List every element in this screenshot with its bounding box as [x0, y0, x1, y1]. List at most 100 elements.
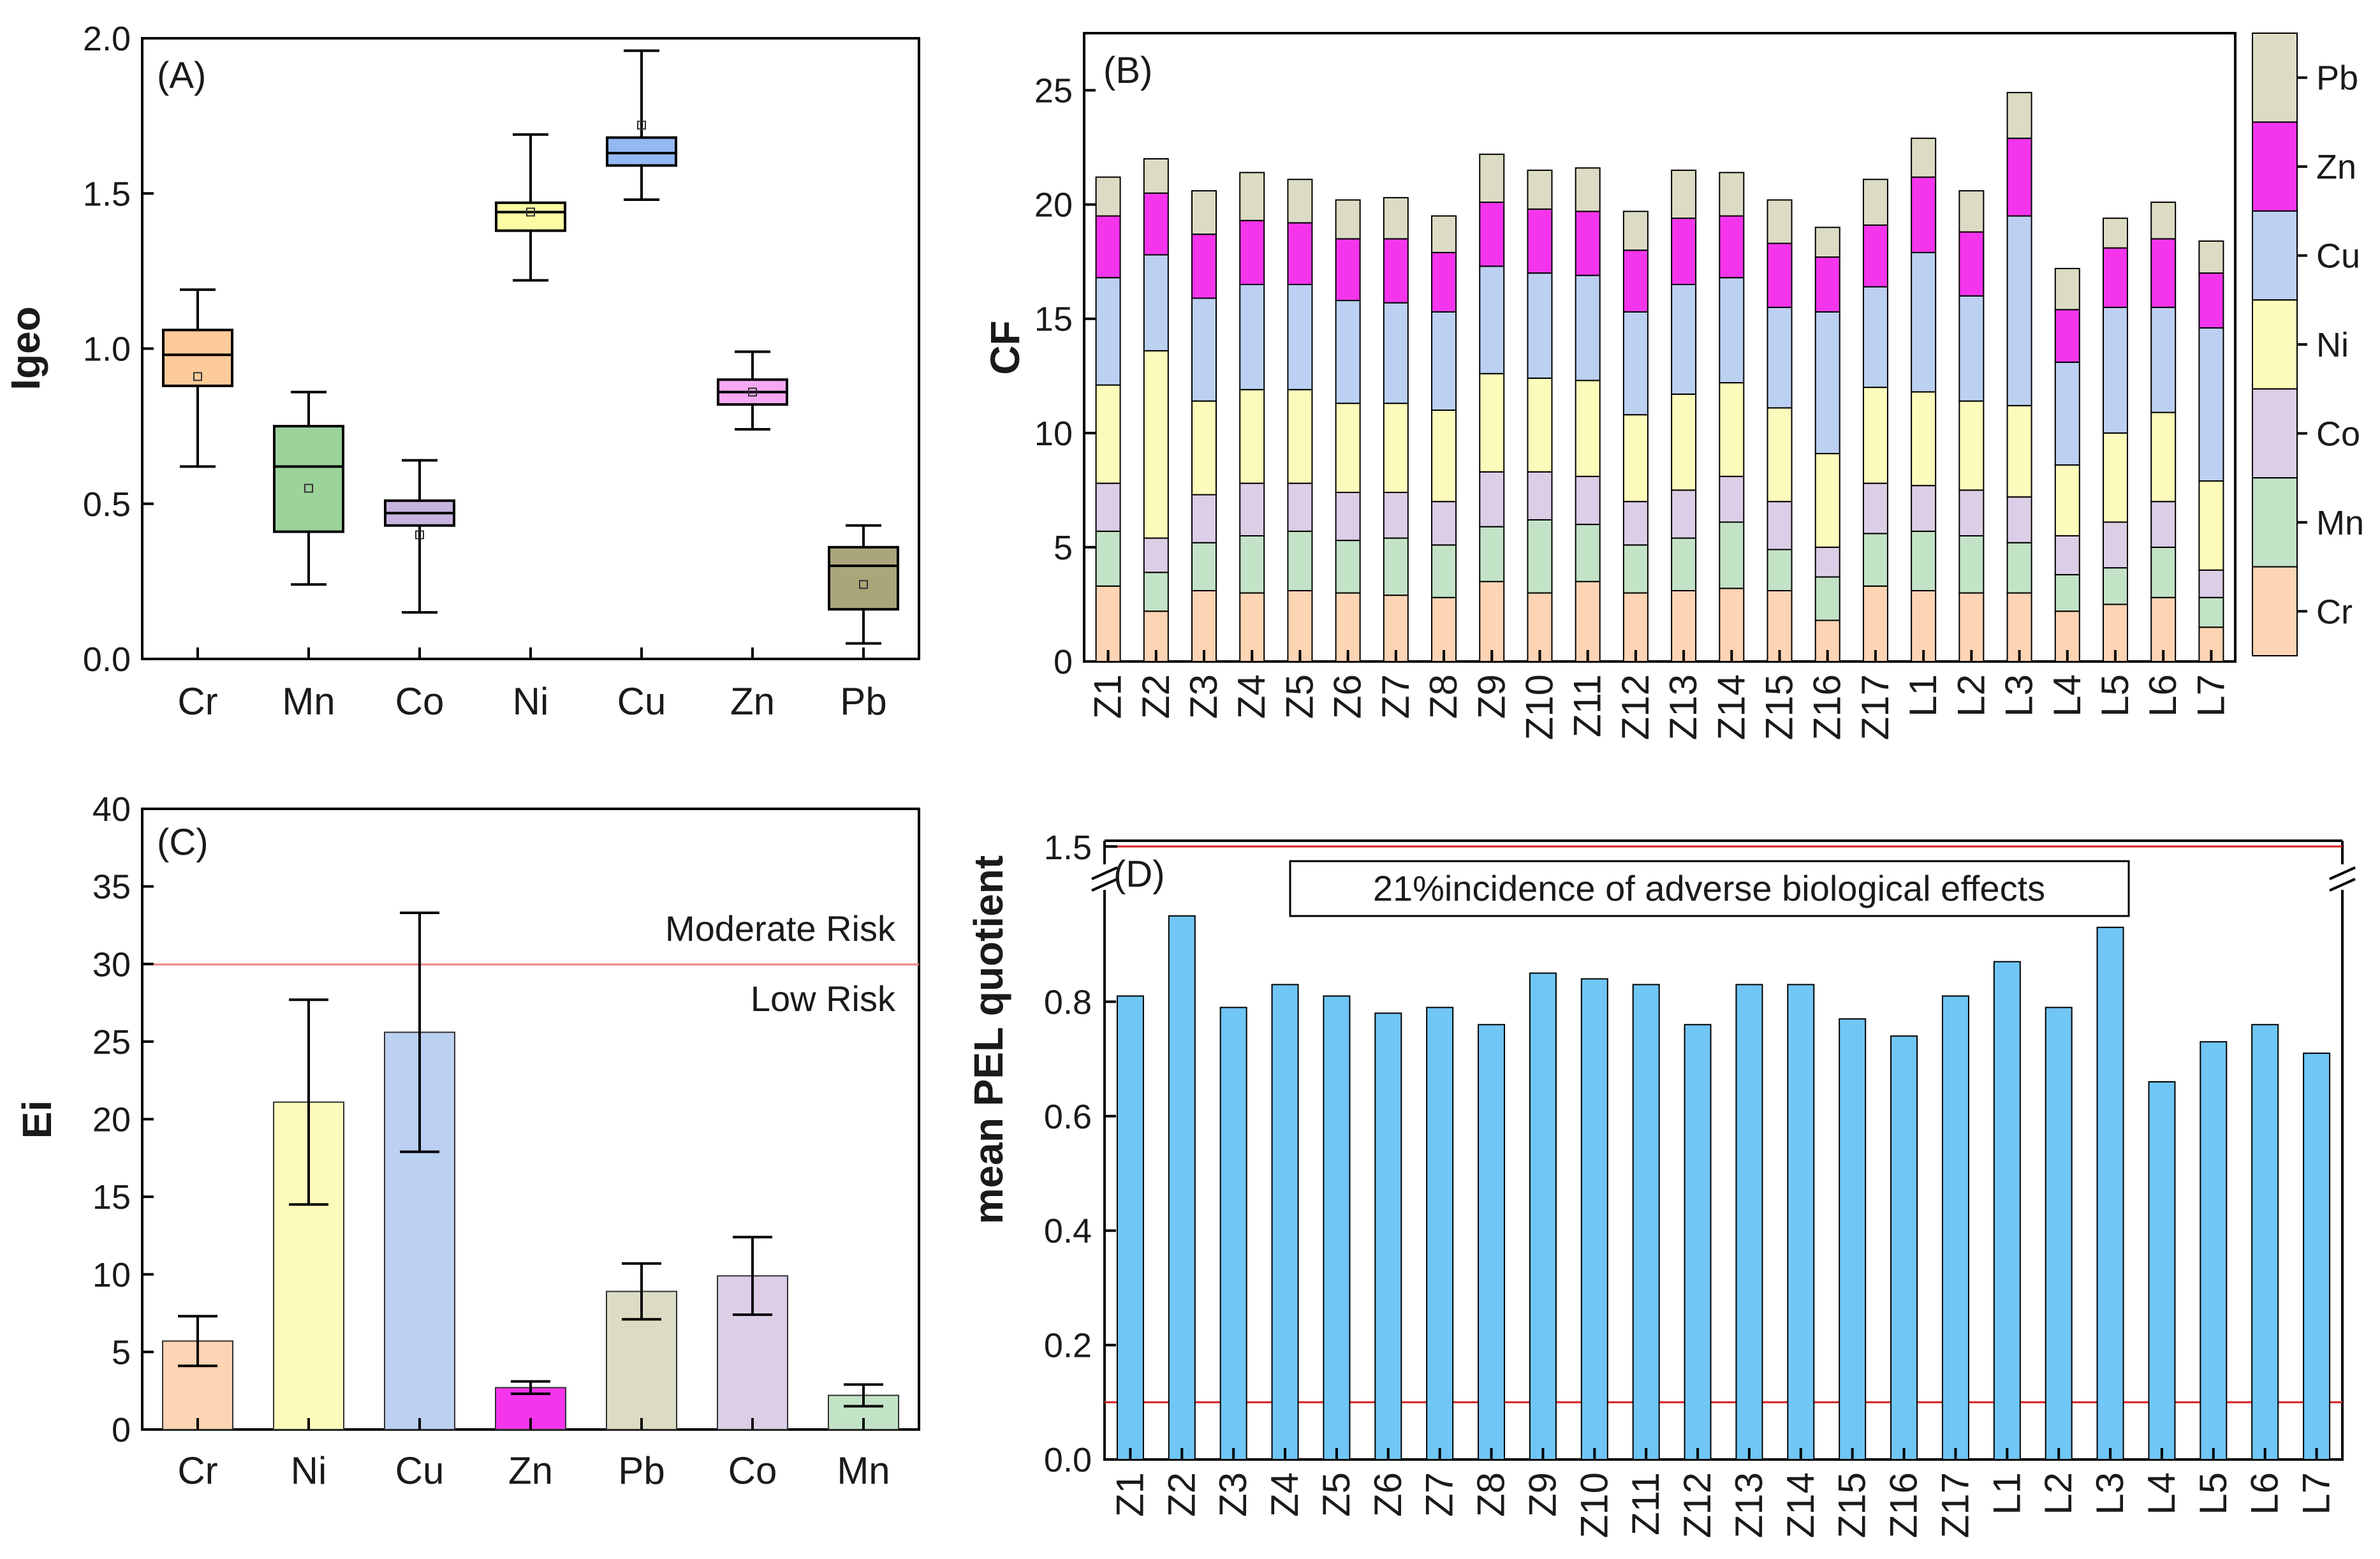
bar-z9-zn: [1479, 202, 1505, 267]
panel-b-xtick-label: Z3: [1182, 674, 1225, 719]
panel-b-xtick-label: L6: [2141, 674, 2184, 717]
bar-z13-zn: [1671, 218, 1697, 285]
legend-swatch-co: [2252, 388, 2298, 479]
bar-z3-pb: [1191, 190, 1217, 235]
bar-l6-zn: [2150, 238, 2177, 308]
panel-b-xtick-label: Z5: [1278, 674, 1321, 719]
panel-a-frame: [141, 37, 920, 660]
panel-a-ylabel: Igeo: [3, 306, 48, 390]
panel-b-label: (B): [1103, 50, 1152, 91]
bar-z8-ni: [1431, 410, 1457, 503]
bar-z2-ni: [1143, 350, 1169, 539]
legend-label-mn: Mn: [2316, 504, 2364, 542]
bar-l1-zn: [1911, 176, 1937, 253]
bar-z15-zn: [1767, 242, 1793, 308]
panel-c-ytick-label: 35: [92, 868, 131, 906]
panel-d-ytick-label: 0.6: [1044, 1098, 1092, 1136]
bar-z14-zn: [1719, 215, 1745, 279]
panel-d-xtick-label: Z2: [1160, 1472, 1203, 1517]
panel-d-xtick-label: Z10: [1573, 1472, 1615, 1538]
panel-d-plot: 0.00.20.40.60.8Z1 Z2 Z3 Z4 Z5 Z6 Z7 Z8 Z9 Z10 Z11 Z…: [1044, 915, 2342, 1538]
panel-b-xtick-label: Z12: [1614, 674, 1657, 740]
panel-d-xtick-label: Z13: [1728, 1472, 1770, 1538]
bar-l3-zn: [2006, 137, 2032, 217]
bar-z7-zn: [1383, 238, 1409, 304]
bar-z15-ni: [1767, 407, 1793, 503]
bar-l6-co: [2150, 501, 2177, 548]
bar-z16-mn: [1814, 576, 1840, 621]
bar-z14-cu: [1719, 277, 1745, 384]
panel-a-ytick-label: 0.0: [83, 640, 131, 679]
panel-b-legend: Pb Zn Cu Ni Co Mn Cr: [2252, 33, 2364, 656]
legend-swatch-mn: [2252, 477, 2298, 568]
bar-z3-cu: [1191, 297, 1217, 402]
bar-z5-zn: [1287, 222, 1313, 286]
panel-b-xtick-label: L5: [2094, 674, 2136, 717]
panel-a-ytick-label: 1.0: [83, 330, 131, 369]
pel-bar-z7: [1426, 1007, 1454, 1460]
legend-label-ni: Ni: [2316, 326, 2349, 364]
legend-label-cr: Cr: [2316, 593, 2353, 631]
pel-bar-z8: [1478, 1024, 1506, 1460]
bar-l4-cu: [2054, 361, 2080, 466]
pel-bar-z6: [1374, 1012, 1402, 1460]
bar-z12-zn: [1622, 249, 1649, 313]
bar-z15-cu: [1767, 306, 1793, 409]
legend-label-cu: Cu: [2316, 237, 2360, 276]
pel-bar-z1: [1116, 995, 1144, 1461]
bar-z17-co: [1862, 482, 1888, 535]
low-risk-label: Low Risk: [751, 979, 896, 1019]
bar-l7-zn: [2198, 272, 2224, 329]
bar-l7-pb: [2198, 240, 2224, 274]
bar-z8-mn: [1431, 544, 1457, 598]
bar-z16-co: [1814, 546, 1840, 578]
box-mn: [273, 425, 344, 533]
bar-z17-pb: [1862, 179, 1888, 226]
bar-z7-cu: [1383, 302, 1409, 404]
panel-a-xtick-label: Cr: [177, 680, 217, 723]
panel-d-ytick-label: 0.2: [1044, 1327, 1092, 1365]
bar-z10-cu: [1527, 272, 1553, 379]
panel-b-ytick-label: 25: [1034, 72, 1073, 110]
box-co-mean-marker: [415, 530, 424, 540]
bar-z11-ni: [1575, 380, 1601, 477]
bar-z12-cu: [1622, 311, 1649, 416]
bar-z2-pb: [1143, 158, 1169, 194]
bar-z12-co: [1622, 501, 1649, 546]
bar-z11-cr: [1575, 580, 1601, 662]
bar-z5-cu: [1287, 284, 1313, 390]
legend-swatch-ni: [2252, 299, 2298, 390]
panel-d-xtick-label: Z7: [1418, 1472, 1461, 1517]
bar-l2-cu: [1958, 295, 1985, 402]
panel-b-ytick-label: 5: [1054, 529, 1073, 567]
bar-z3-ni: [1191, 400, 1217, 496]
bar-z8-cu: [1431, 311, 1457, 411]
panel-b-xtick-label: Z6: [1326, 674, 1369, 719]
panel-d-xtick-label: L4: [2140, 1472, 2183, 1515]
panel-b-xtick-label: L3: [1998, 674, 2041, 717]
bar-l5-zn: [2102, 247, 2128, 308]
bar-z7-co: [1383, 491, 1409, 539]
bar-z2-mn: [1143, 572, 1169, 612]
panel-c-ytick-label: 40: [92, 790, 131, 829]
pel-bar-l6: [2251, 1024, 2279, 1460]
panel-d-label: (D): [1113, 853, 1165, 895]
panel-d-ytick-label: 0.4: [1044, 1212, 1092, 1250]
panel-d-xtick-label: Z3: [1212, 1472, 1254, 1517]
panel-b-xtick-label: Z11: [1566, 674, 1609, 737]
panel-d-ylabel: mean PEL quotient: [966, 855, 1011, 1224]
bar-z12-pb: [1622, 211, 1649, 251]
pel-bar-z12: [1684, 1024, 1712, 1460]
box-cr-mean-marker: [193, 372, 202, 381]
panel-d-xtick-label: L7: [2295, 1472, 2338, 1515]
bar-z10-co: [1527, 471, 1553, 521]
annotation-box: [1289, 860, 2130, 917]
panel-d-xtick-label: L2: [2037, 1472, 2080, 1515]
bar-l1-pb: [1911, 137, 1937, 178]
bar-l1-mn: [1911, 530, 1937, 591]
pel-bar-z3: [1219, 1007, 1247, 1460]
panel-d-xtick-label: Z8: [1470, 1472, 1513, 1517]
pel-bar-l7: [2303, 1053, 2331, 1460]
panel-b-xtick-label: L4: [2046, 674, 2089, 717]
